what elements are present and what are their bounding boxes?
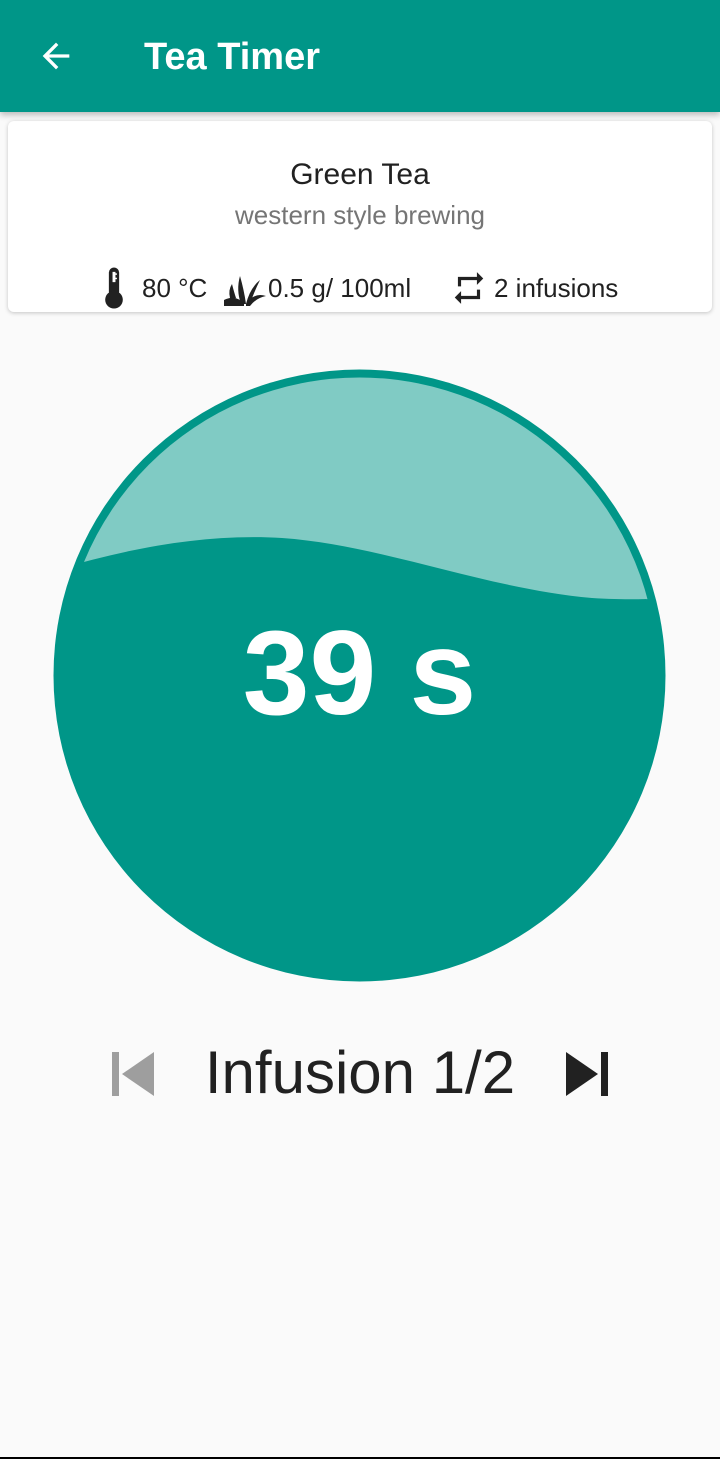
- timer-remaining: 39 s: [242, 606, 477, 740]
- previous-infusion-button[interactable]: [102, 1044, 162, 1104]
- tea-name: Green Tea: [290, 158, 430, 191]
- timer-circle[interactable]: 39 s: [52, 368, 667, 983]
- infusions-value: 2 infusions: [494, 272, 619, 303]
- infusions-info: 2 infusions: [450, 266, 618, 310]
- amount-value: 0.5 g/ 100ml: [268, 272, 412, 303]
- thermometer-icon: [96, 266, 132, 310]
- tea-card: Green Tea western style brewing 80 °C 0.…: [8, 121, 712, 312]
- skip-previous-icon: [112, 1052, 154, 1096]
- leaves-icon: [222, 268, 268, 308]
- app-bar: Tea Timer: [0, 0, 720, 112]
- infusion-navigation: Infusion 1/2: [0, 1030, 720, 1114]
- bottom-edge: [0, 1457, 720, 1459]
- back-button[interactable]: [24, 24, 88, 88]
- app-title: Tea Timer: [144, 36, 321, 78]
- tea-level-wave: [56, 537, 663, 979]
- temperature-value: 80 °C: [142, 272, 208, 303]
- brewing-style: western style brewing: [235, 200, 485, 230]
- arrow-back-icon: [42, 42, 70, 70]
- infusion-label: Infusion 1/2: [204, 1039, 516, 1106]
- temperature-info: 80 °C: [96, 266, 207, 310]
- next-infusion-button[interactable]: [558, 1044, 618, 1104]
- repeat-icon: [450, 269, 488, 307]
- amount-info: 0.5 g/ 100ml: [222, 266, 411, 310]
- skip-next-icon: [566, 1052, 608, 1096]
